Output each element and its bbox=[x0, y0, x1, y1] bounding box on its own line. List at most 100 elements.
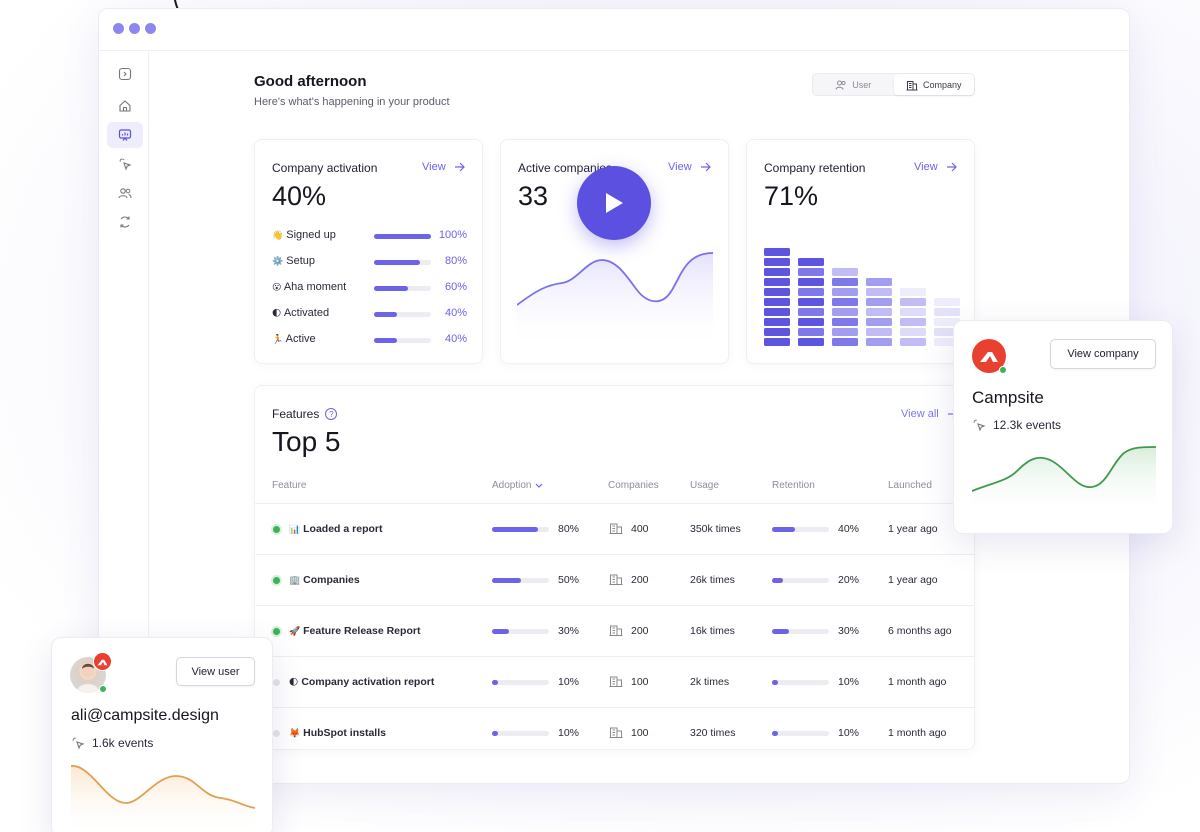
view-all-label: View all bbox=[901, 408, 939, 420]
cohort-cell bbox=[832, 278, 858, 286]
retention-bar bbox=[772, 680, 829, 685]
arrow-right-icon bbox=[946, 162, 957, 172]
cohort-cell bbox=[934, 318, 960, 326]
table-row[interactable]: 📊 Loaded a report 80% 400 350k times 40% 1 ye… bbox=[255, 503, 975, 554]
cohort-cell bbox=[900, 338, 926, 346]
feature-emoji: 📊 bbox=[289, 524, 301, 534]
card-title: Company retention bbox=[764, 161, 866, 175]
cursor-click-icon[interactable] bbox=[107, 151, 143, 177]
building-icon bbox=[906, 80, 918, 90]
adoption-bar bbox=[492, 578, 549, 583]
cohort-cell bbox=[832, 248, 858, 256]
funnel-step-fill bbox=[374, 338, 397, 343]
funnel-step: 🏃 Active 40% bbox=[272, 333, 467, 347]
campsite-badge bbox=[93, 652, 112, 671]
campsite-logo-mark bbox=[97, 659, 108, 665]
cohort-cell bbox=[798, 278, 824, 286]
funnel-step-percent: 40% bbox=[444, 333, 467, 345]
retention-percent: 40% bbox=[838, 523, 860, 535]
toggle-user[interactable]: User bbox=[813, 74, 894, 95]
launched-date: 1 month ago bbox=[888, 727, 947, 739]
window-dot-maximize[interactable] bbox=[145, 23, 156, 34]
cohort-cell bbox=[866, 308, 892, 316]
cohort-cell bbox=[798, 268, 824, 276]
cohort-cell bbox=[798, 308, 824, 316]
cohort-cell bbox=[934, 338, 960, 346]
company-activity-sparkline bbox=[972, 446, 1156, 517]
dashboard-icon[interactable] bbox=[107, 122, 143, 148]
retention-fill bbox=[772, 731, 778, 736]
usage-count: 26k times bbox=[690, 574, 735, 586]
companies-count: 100 bbox=[631, 676, 649, 688]
funnel-step-label: ⚙️ Setup bbox=[272, 255, 315, 267]
usage-count: 320 times bbox=[690, 727, 736, 739]
feature-label: Loaded a report bbox=[303, 523, 383, 535]
funnel-step-percent: 60% bbox=[444, 281, 467, 293]
cohort-cell bbox=[832, 328, 858, 336]
cohort-cell bbox=[934, 258, 960, 266]
window-dot-minimize[interactable] bbox=[129, 23, 140, 34]
table-row[interactable]: 🦊 HubSpot installs 10% 100 320 times 10% 1 mo… bbox=[255, 707, 975, 758]
adoption-bar bbox=[492, 680, 549, 685]
funnel-step-fill bbox=[374, 260, 420, 265]
table-row[interactable]: 🏢 Companies 50% 200 26k times 20% 1 year ago bbox=[255, 554, 975, 605]
online-indicator bbox=[999, 366, 1007, 374]
feature-emoji: 🚀 bbox=[289, 626, 301, 636]
view-company-button[interactable]: View company bbox=[1050, 339, 1156, 369]
cursor-click-icon bbox=[973, 419, 986, 432]
play-video-button[interactable] bbox=[577, 166, 651, 240]
cohort-cell bbox=[934, 298, 960, 306]
building-icon bbox=[609, 574, 623, 585]
cohort-cell bbox=[866, 268, 892, 276]
cohort-cell bbox=[798, 328, 824, 336]
funnel-step: ⚙️ Setup 80% bbox=[272, 255, 467, 269]
features-label: Features ? bbox=[272, 407, 338, 421]
feature-label: Companies bbox=[303, 574, 360, 586]
companies-count: 100 bbox=[631, 727, 649, 739]
retention-bar bbox=[772, 629, 829, 634]
active-companies-value: 33 bbox=[518, 181, 549, 211]
funnel-step-emoji: 👋 bbox=[272, 230, 284, 240]
cohort-cell bbox=[832, 318, 858, 326]
company-activation-card: Company activation View 40% 👋 Signed up 1… bbox=[254, 139, 483, 364]
cohort-cell bbox=[764, 248, 790, 256]
funnel-step-emoji: 🌓 bbox=[272, 308, 282, 318]
view-user-button[interactable]: View user bbox=[176, 657, 255, 686]
funnel-step-percent: 100% bbox=[438, 229, 467, 241]
adoption-bar bbox=[492, 629, 549, 634]
cohort-cell bbox=[798, 258, 824, 266]
company-events: 12.3k events bbox=[972, 418, 1061, 432]
integrations-icon[interactable] bbox=[107, 209, 143, 235]
view-all-link[interactable]: View all bbox=[901, 408, 958, 420]
cohort-cell bbox=[764, 338, 790, 346]
col-adoption[interactable]: Adoption bbox=[492, 480, 543, 491]
table-row[interactable]: 🚀 Feature Release Report 30% 200 16k times 3… bbox=[255, 605, 975, 656]
cohort-cell bbox=[900, 328, 926, 336]
cohort-cell bbox=[934, 248, 960, 256]
toggle-company[interactable]: Company bbox=[893, 74, 974, 95]
table-row[interactable]: 🌓 Company activation report 10% 100 2k time… bbox=[255, 656, 975, 707]
help-icon[interactable]: ? bbox=[325, 408, 338, 420]
building-icon bbox=[609, 676, 623, 687]
view-retention-link[interactable]: View bbox=[914, 161, 957, 173]
companies-count: 200 bbox=[631, 574, 649, 586]
user-company-toggle: User Company bbox=[812, 73, 975, 96]
features-card: Features ? Top 5 View all Feature Adopti… bbox=[254, 385, 975, 750]
col-retention: Retention bbox=[772, 480, 815, 491]
view-activation-link[interactable]: View bbox=[422, 161, 465, 173]
users-icon[interactable] bbox=[107, 180, 143, 206]
window-dot-close[interactable] bbox=[113, 23, 124, 34]
cohort-cell bbox=[900, 248, 926, 256]
activation-value: 40% bbox=[272, 181, 327, 211]
view-active-companies-link[interactable]: View bbox=[668, 161, 711, 173]
funnel-step-emoji: 🏃 bbox=[272, 334, 284, 344]
features-title: Top 5 bbox=[272, 426, 341, 457]
feature-name: 🚀 Feature Release Report bbox=[289, 625, 420, 637]
toggle-user-label: User bbox=[852, 79, 872, 90]
home-icon[interactable] bbox=[107, 93, 143, 119]
sidebar-toggle-icon[interactable] bbox=[107, 61, 143, 87]
funnel-step-label: 🏃 Active bbox=[272, 333, 316, 345]
cohort-cell bbox=[764, 318, 790, 326]
cohort-cell bbox=[832, 308, 858, 316]
cohort-cell bbox=[764, 278, 790, 286]
